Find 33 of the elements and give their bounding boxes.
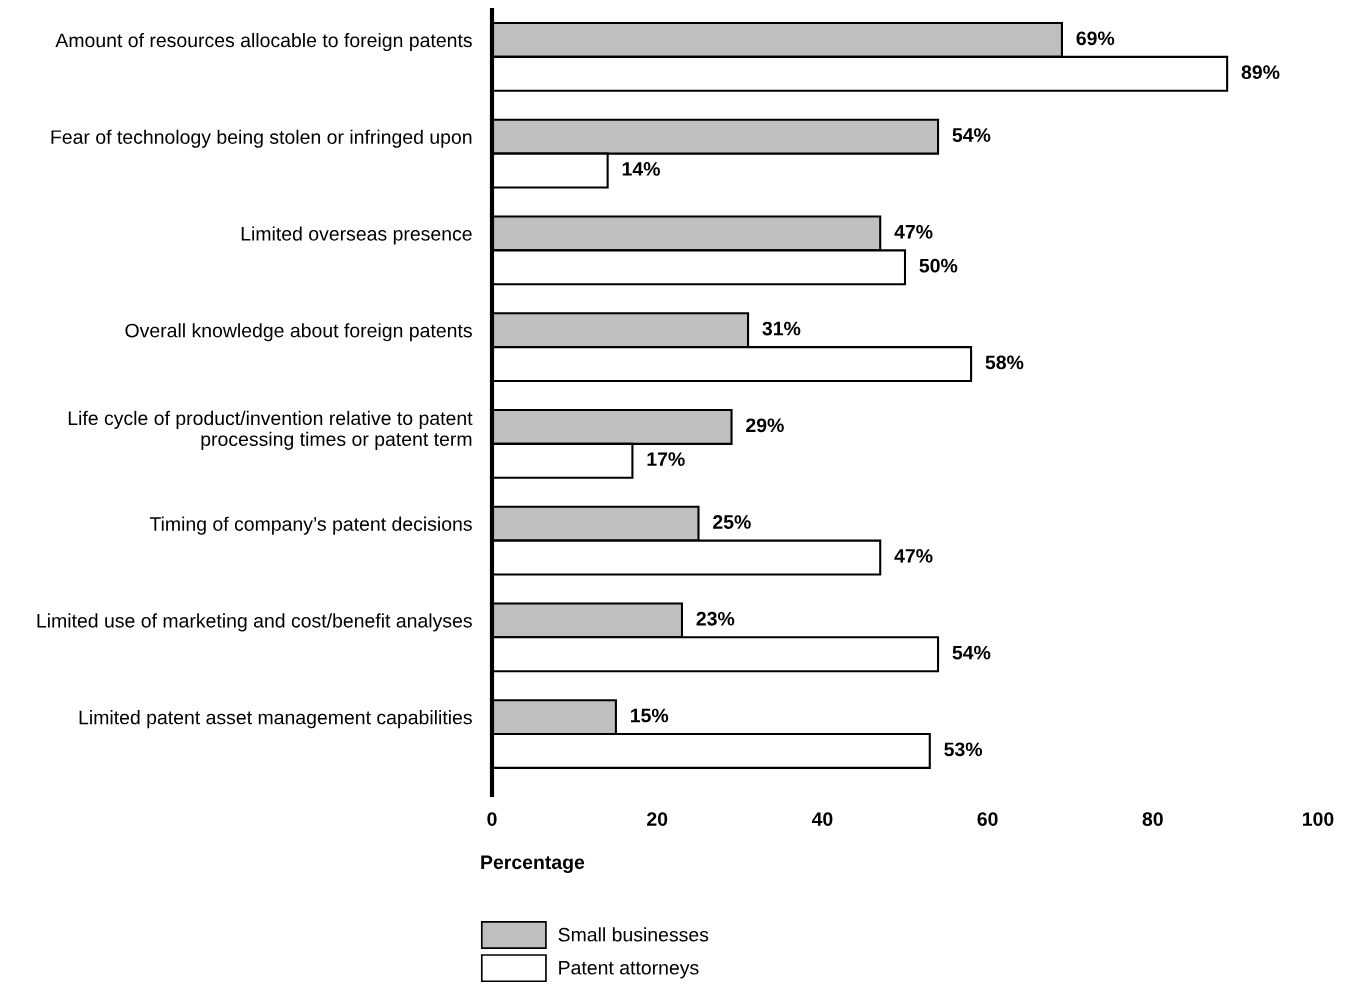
data-label: 50% bbox=[919, 258, 958, 273]
y-tick-label: Life cycle of product/invention relative to patent processing times or patent term bbox=[68, 410, 473, 450]
y-tick-label: Limited use of marketing and cost/benefit analyses bbox=[37, 613, 472, 632]
x-tick-label: 20 bbox=[647, 812, 668, 826]
data-label: 47% bbox=[894, 224, 933, 239]
y-tick-label: Amount of resources allocable to foreign patents bbox=[55, 32, 472, 52]
y-tick-label: Limited patent asset management capabilities bbox=[79, 710, 472, 729]
data-label: 29% bbox=[746, 418, 784, 433]
y-tick-label: Overall knowledge about foreign patents bbox=[125, 323, 472, 342]
data-label: 14% bbox=[622, 162, 660, 176]
legend-label: Small businesses bbox=[558, 927, 709, 942]
data-label: 69% bbox=[1076, 31, 1115, 46]
data-label: 25% bbox=[713, 515, 751, 529]
data-label: 58% bbox=[985, 355, 1024, 370]
y-tick-label: Timing of company’s patent decisions bbox=[149, 516, 472, 535]
x-tick-label: 40 bbox=[811, 812, 833, 826]
data-label: 15% bbox=[631, 708, 669, 723]
y-tick-label: Limited overseas presence bbox=[241, 226, 472, 245]
y-tick-label: Fear of technology being stolen or infringed upon bbox=[51, 129, 472, 148]
data-label: 53% bbox=[944, 742, 983, 757]
data-label: 89% bbox=[1241, 65, 1280, 80]
x-tick-label: 80 bbox=[1142, 812, 1163, 826]
data-label: 31% bbox=[762, 321, 801, 336]
data-label: 23% bbox=[696, 611, 735, 626]
x-axis-title: Percentage bbox=[481, 855, 585, 874]
data-label: 47% bbox=[894, 549, 933, 563]
legend-label: Patent attorneys bbox=[559, 961, 699, 979]
data-label: 17% bbox=[647, 452, 685, 466]
data-label: 54% bbox=[952, 128, 991, 142]
x-tick-label: 100 bbox=[1303, 812, 1334, 826]
x-tick-label: 60 bbox=[977, 812, 998, 826]
data-label: 54% bbox=[952, 645, 991, 660]
x-tick-label: 0 bbox=[487, 812, 497, 826]
